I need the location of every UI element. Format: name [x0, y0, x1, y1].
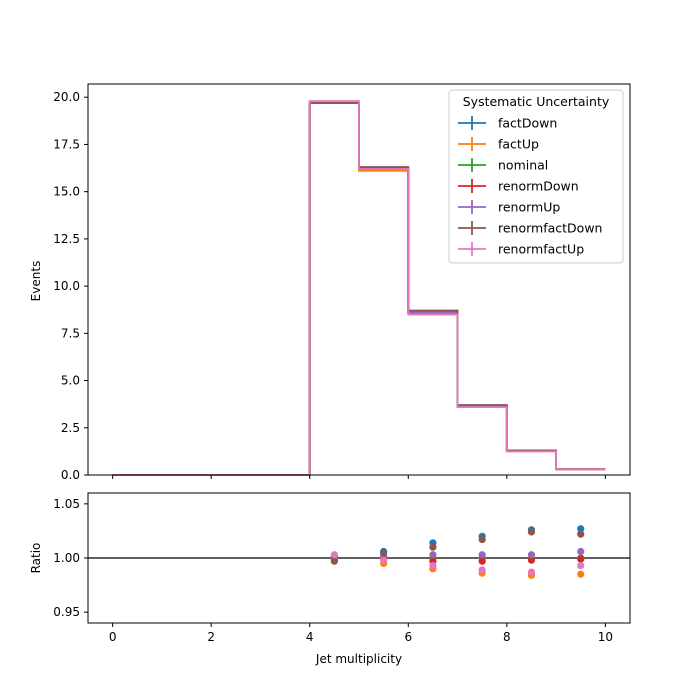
main-x-ticks — [112, 475, 606, 479]
legend-label-renormUp: renormUp — [498, 200, 560, 215]
ratio-panel: 0.95 1.00 1.05 0 2 4 6 8 10 Ratio Jet multiplic… — [29, 492, 631, 666]
ratio-point-renormUp — [478, 551, 486, 559]
ratio-points-group — [330, 525, 585, 579]
legend-label-renormfactUp: renormfactUp — [498, 242, 584, 257]
ratio-y-tick-label: 1.00 — [53, 551, 80, 565]
ratio-point-factDown — [577, 525, 585, 533]
x-tick-label: 10 — [598, 630, 613, 644]
legend-label-factUp: factUp — [498, 137, 539, 152]
ratio-x-ticks: 0 2 4 6 8 10 — [109, 623, 613, 644]
ratio-point-renormfactUp — [330, 551, 338, 559]
main-y-tick-label: 17.5 — [53, 137, 80, 151]
ratio-point-renormfactDown — [478, 535, 486, 544]
x-axis-label: Jet multiplicity — [315, 652, 402, 666]
ratio-point-renormUp — [577, 547, 585, 556]
legend-frame — [448, 89, 624, 264]
ratio-point-renormfactUp — [527, 568, 536, 576]
main-y-tick-label: 0.0 — [61, 468, 80, 482]
main-y-tick-label: 2.5 — [61, 421, 80, 435]
main-y-axis-label: Events — [29, 261, 43, 302]
ratio-y-tick-label: 0.95 — [53, 605, 80, 619]
ratio-point-renormfactUp — [478, 566, 486, 574]
legend-label-renormDown: renormDown — [498, 179, 579, 194]
ratio-point-renormDown — [577, 555, 585, 563]
ratio-point-renormUp — [527, 551, 536, 559]
ratio-plot-frame — [87, 492, 631, 624]
ratio-point-renormfactDown — [330, 557, 338, 565]
legend: Systematic Uncertainty factDown factUp nom… — [448, 89, 624, 264]
main-y-ticks: 0.0 2.5 5.0 7.5 10.0 12.5 15.0 17.5 20.0 — [53, 90, 88, 482]
ratio-point-renormUp — [429, 551, 437, 559]
main-y-tick-label: 20.0 — [53, 90, 80, 104]
main-y-tick-label: 7.5 — [61, 326, 80, 340]
ratio-point-factUp — [577, 570, 585, 578]
legend-title: Systematic Uncertainty — [463, 94, 610, 109]
ratio-point-renormDown — [478, 557, 486, 565]
main-y-tick-label: 5.0 — [61, 374, 80, 388]
ratio-point-renormfactUp — [577, 561, 585, 570]
legend-label-factDown: factDown — [498, 116, 557, 131]
legend-label-renormfactDown: renormfactDown — [498, 221, 602, 236]
ratio-point-renormfactDown — [429, 543, 437, 551]
x-tick-label: 6 — [404, 630, 412, 644]
x-tick-label: 8 — [503, 630, 511, 644]
main-y-tick-label: 10.0 — [53, 279, 80, 293]
ratio-point-renormfactUp — [429, 561, 437, 570]
main-y-tick-label: 12.5 — [53, 232, 80, 246]
ratio-y-ticks: 0.95 1.00 1.05 — [53, 497, 88, 619]
ratio-y-axis-label: Ratio — [29, 543, 43, 574]
main-plot-frame — [87, 83, 631, 476]
legend-label-nominal: nominal — [498, 158, 548, 173]
x-tick-label: 2 — [207, 630, 215, 644]
legend-items: factDown factUp nominal renormDown renormUp r… — [458, 116, 602, 257]
x-tick-label: 0 — [109, 630, 117, 644]
ratio-point-renormfactDown — [577, 530, 585, 538]
ratio-point-renormfactDown — [527, 528, 536, 536]
ratio-point-renormfactDown — [380, 550, 388, 558]
x-tick-label: 4 — [306, 630, 314, 644]
ratio-y-tick-label: 1.05 — [53, 497, 80, 511]
main-y-tick-label: 15.0 — [53, 185, 80, 199]
ratio-point-renormDown — [527, 556, 536, 564]
ratio-point-renormfactUp — [380, 556, 388, 564]
